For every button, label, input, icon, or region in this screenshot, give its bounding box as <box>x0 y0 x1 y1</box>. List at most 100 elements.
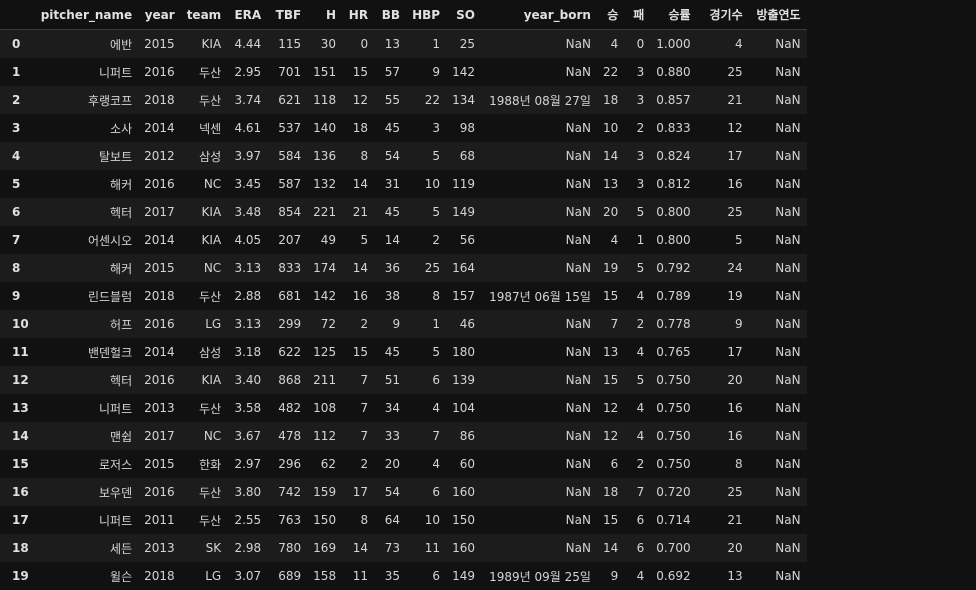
table-cell: 7 <box>360 373 369 387</box>
table-cell: 4 <box>636 401 645 415</box>
table-cell: 4 <box>734 37 743 51</box>
table-row: 15 로저스 2015 한화 2.97 296 62 2 20 4 60 NaN 6 2 0.750 8 NaN <box>0 450 807 478</box>
table-cell: 소사 <box>110 121 133 136</box>
table-cell: 0.812 <box>656 177 691 191</box>
table-row: 16 보우덴 2016 두산 3.80 742 159 17 54 6 160 NaN 18 7 0.720… <box>0 478 807 506</box>
table-cell: 0 <box>636 37 645 51</box>
table-cell: NaN <box>775 37 801 51</box>
table-cell: 7 <box>610 317 619 331</box>
table-cell: 10 <box>602 121 619 135</box>
table-cell: NaN <box>775 177 801 191</box>
table-cell: NaN <box>775 317 801 331</box>
table-cell: 45 <box>384 205 401 219</box>
table-cell: 4 <box>636 569 645 583</box>
table-cell: NaN <box>775 513 801 527</box>
table-cell: 3 <box>636 149 645 163</box>
table-cell: 25 <box>727 65 743 79</box>
table-cell: 5 <box>636 261 645 275</box>
table-cell: NaN <box>775 569 801 583</box>
table-cell: 20 <box>727 373 743 387</box>
table-cell: 2 <box>636 317 645 331</box>
table-cell: 2 <box>636 121 645 135</box>
table-cell: 0.750 <box>656 373 691 387</box>
table-cell: 22 <box>602 65 619 79</box>
table-cell: NaN <box>775 457 801 471</box>
table-cell: 2016 <box>144 373 175 387</box>
table-cell: 38 <box>384 289 401 303</box>
table-cell: 125 <box>313 345 337 359</box>
table-cell: 20 <box>602 205 619 219</box>
table-cell: NaN <box>775 429 801 443</box>
table-cell: 6 <box>432 373 441 387</box>
column-header: 경기수 <box>696 0 749 30</box>
table-cell: 149 <box>452 569 475 583</box>
table-cell: 7 <box>360 401 369 415</box>
table-cell: 린드블럼 <box>87 289 133 304</box>
row-index: 1 <box>12 65 21 79</box>
table-cell: 64 <box>384 513 401 527</box>
table-cell: NaN <box>565 37 591 51</box>
table-cell: 763 <box>278 513 302 527</box>
table-cell: 2017 <box>144 429 175 443</box>
table-cell: 2 <box>432 233 441 247</box>
table-row: 6 헥터 2017 KIA 3.48 854 221 21 45 5 149 NaN 20 5 0.800 2… <box>0 198 807 226</box>
table-cell: 142 <box>313 289 337 303</box>
dataframe-table: pitcher_name year team ERA TBF H HR BB H… <box>0 0 807 584</box>
table-cell: 68 <box>459 149 475 163</box>
table-cell: 45 <box>384 345 401 359</box>
table-cell: 3.13 <box>234 261 262 275</box>
table-cell: NaN <box>775 121 801 135</box>
table-cell: 니퍼트 <box>99 513 133 528</box>
table-cell: 7 <box>432 429 441 443</box>
table-cell: 3 <box>432 121 441 135</box>
column-header: HR <box>342 0 375 30</box>
table-cell: 6 <box>636 513 645 527</box>
table-cell: 2 <box>636 457 645 471</box>
table-cell: 14 <box>602 541 619 555</box>
table-cell: 넥센 <box>199 121 222 136</box>
table-cell: 587 <box>278 177 302 191</box>
table-row: 10 허프 2016 LG 3.13 299 72 2 9 1 46 NaN 7 2 0.778 9 NaN <box>0 310 807 338</box>
table-cell: 14 <box>384 233 401 247</box>
table-cell: NaN <box>565 317 591 331</box>
table-cell: 3.40 <box>234 373 262 387</box>
table-cell: 46 <box>459 317 475 331</box>
table-cell: 니퍼트 <box>99 65 133 80</box>
table-cell: NaN <box>565 401 591 415</box>
table-cell: 3.48 <box>234 205 262 219</box>
table-cell: 0.778 <box>656 317 691 331</box>
table-cell: 149 <box>452 205 475 219</box>
table-cell: 18 <box>352 121 369 135</box>
table-cell: NaN <box>775 93 801 107</box>
table-cell: 3 <box>636 177 645 191</box>
row-index: 14 <box>12 429 29 443</box>
table-cell: 어센시오 <box>87 233 133 248</box>
table-cell: 34 <box>384 401 401 415</box>
table-cell: 833 <box>278 261 302 275</box>
row-index: 18 <box>12 541 29 555</box>
table-cell: 16 <box>727 429 743 443</box>
table-cell: 0.692 <box>656 569 691 583</box>
table-cell: 18 <box>602 93 619 107</box>
table-cell: 98 <box>459 121 475 135</box>
table-cell: NaN <box>775 401 801 415</box>
table-cell: 19 <box>727 289 743 303</box>
table-cell: 62 <box>320 457 337 471</box>
table-cell: NaN <box>565 121 591 135</box>
table-cell: 25 <box>459 37 475 51</box>
table-cell: 11 <box>424 541 441 555</box>
table-cell: 9 <box>734 317 743 331</box>
table-cell: 51 <box>384 373 401 387</box>
table-cell: 8 <box>734 457 743 471</box>
table-cell: 0.700 <box>656 541 691 555</box>
table-cell: 25 <box>727 205 743 219</box>
table-cell: 두산 <box>199 485 222 500</box>
table-cell: 160 <box>452 485 475 499</box>
table-cell: NaN <box>565 149 591 163</box>
table-cell: 8 <box>360 149 369 163</box>
table-cell: 3.58 <box>234 401 262 415</box>
table-cell: 16 <box>352 289 369 303</box>
table-cell: 12 <box>352 93 369 107</box>
table-cell: 584 <box>278 149 302 163</box>
table-cell: 140 <box>313 121 337 135</box>
